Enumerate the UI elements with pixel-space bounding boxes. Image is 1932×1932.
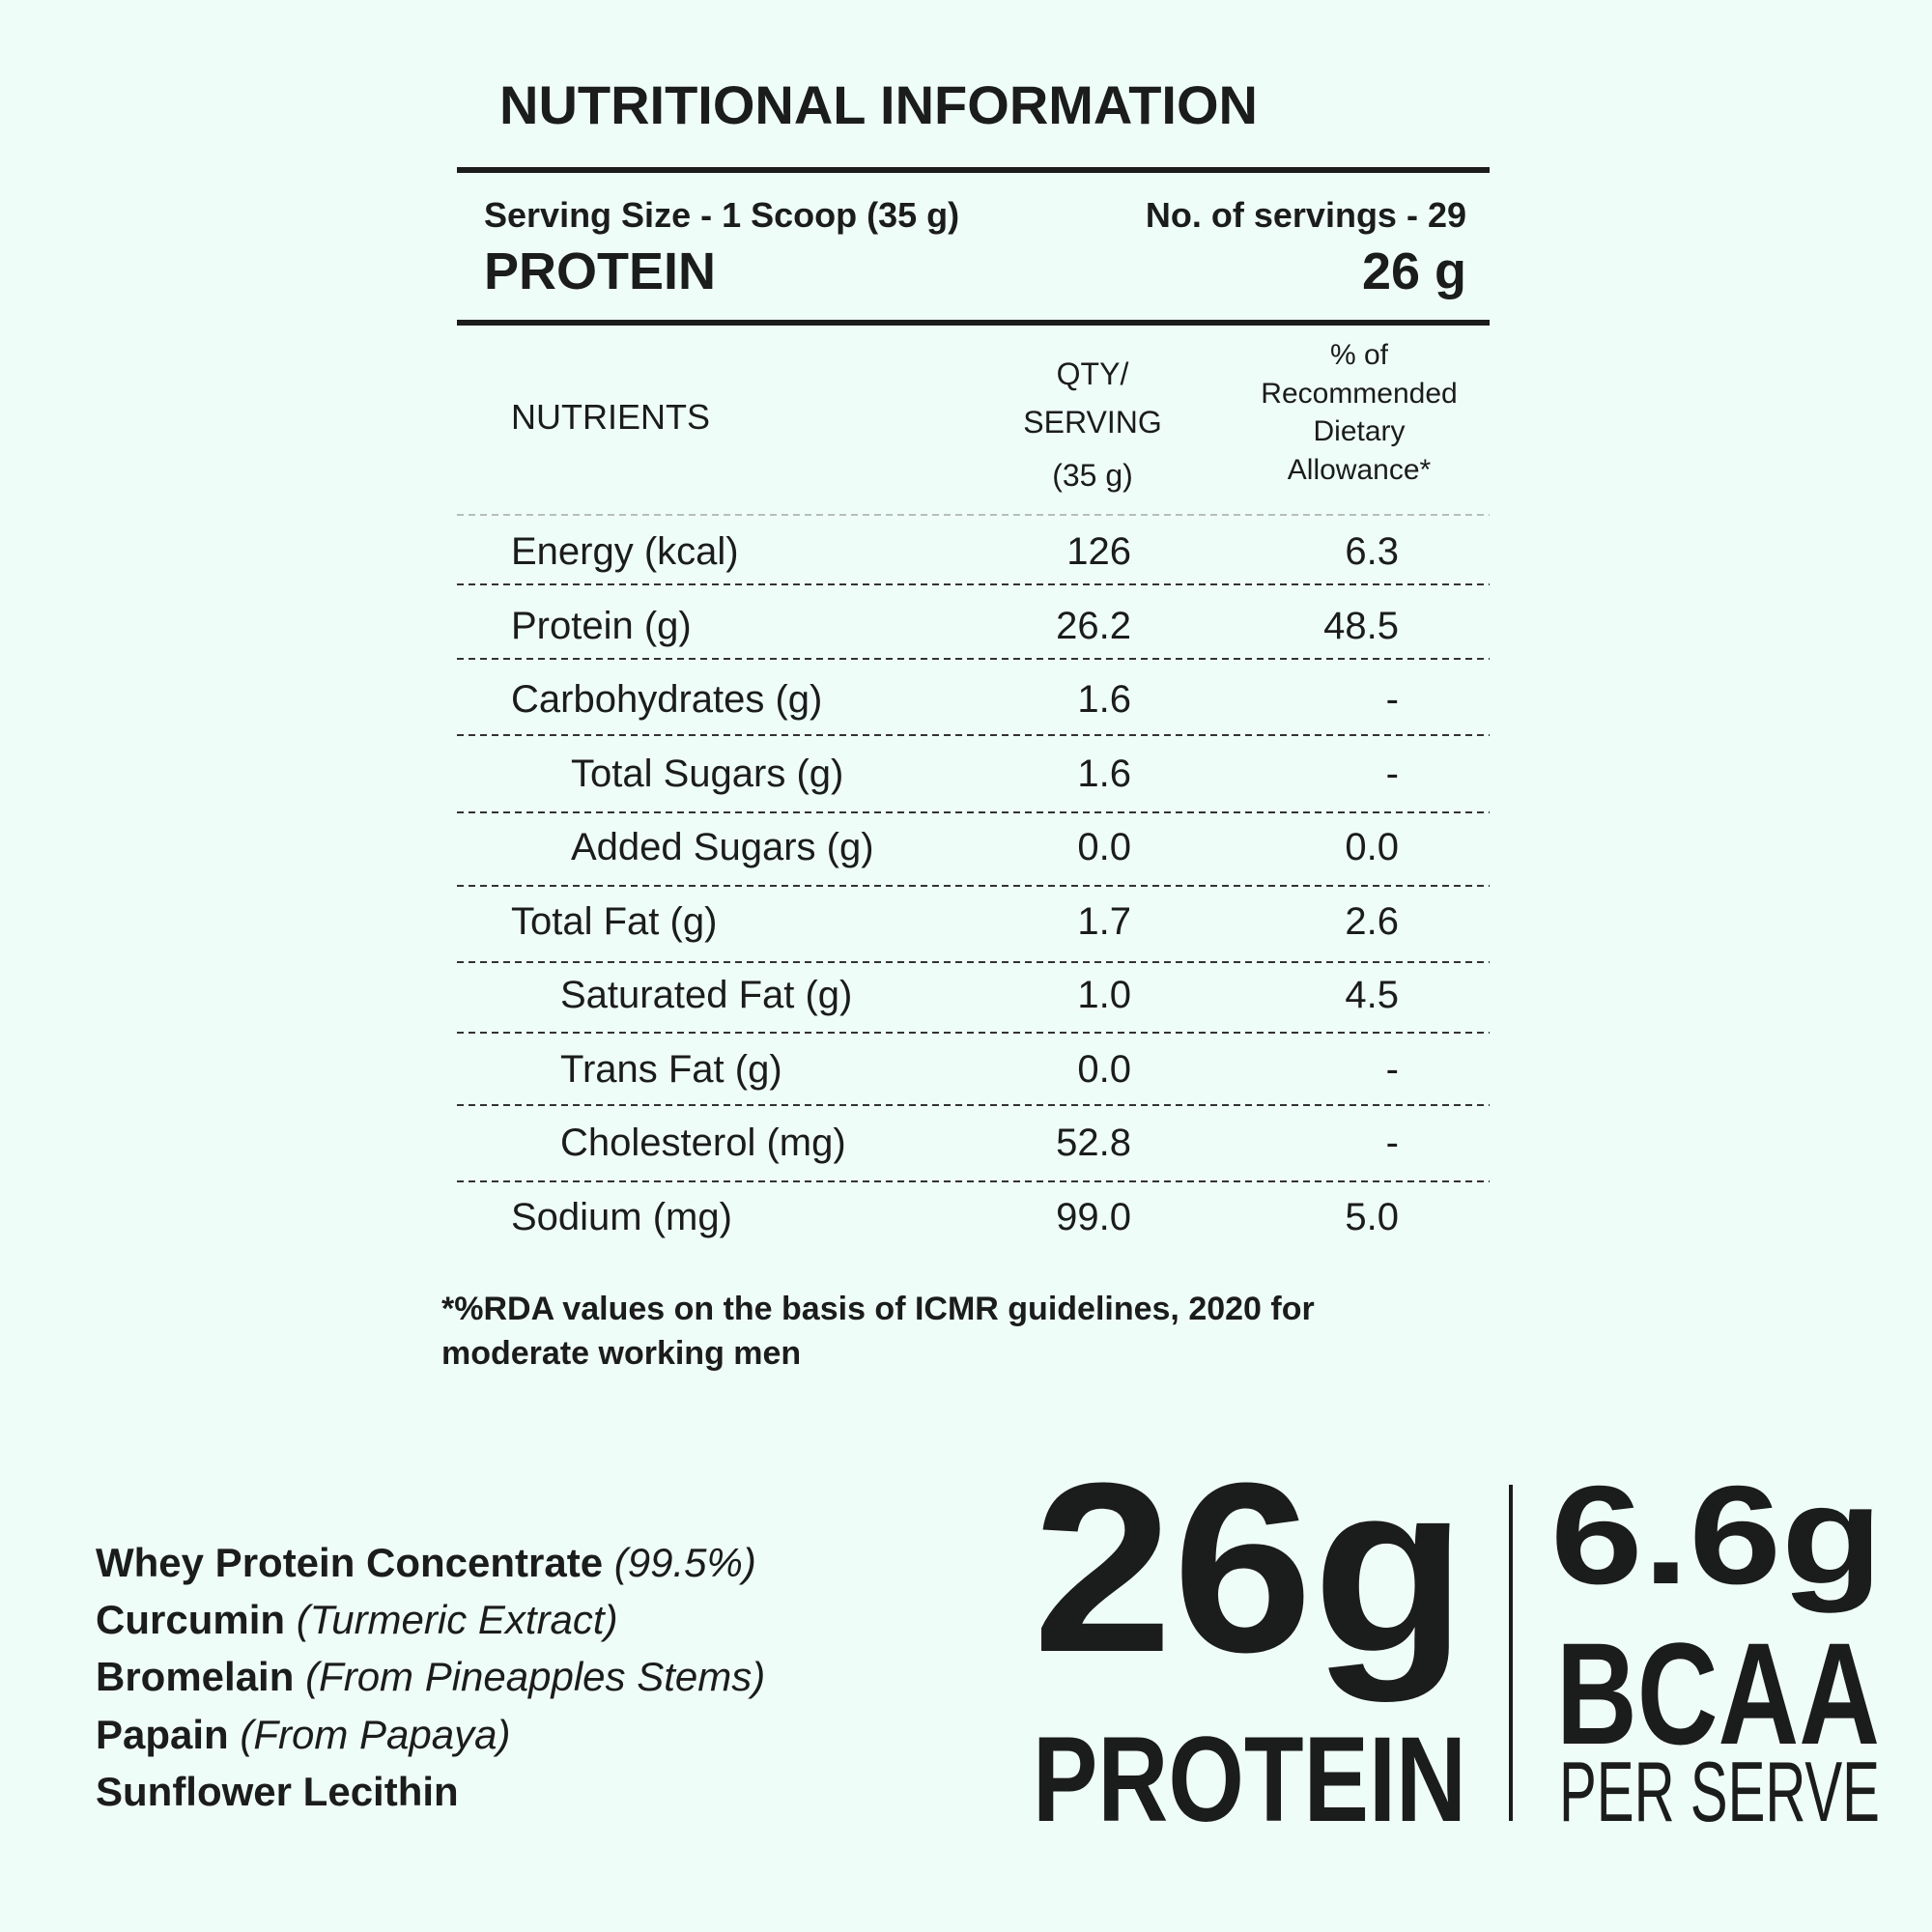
- rda: 5.0: [1345, 1196, 1399, 1238]
- rda: 4.5: [1345, 974, 1399, 1016]
- nutrient: Energy (kcal): [511, 530, 739, 573]
- nutrient: Protein (g): [511, 605, 692, 647]
- ingredient-name: Curcumin: [96, 1597, 285, 1642]
- header-rda: Recommended: [1261, 378, 1457, 410]
- qty: 52.8: [1056, 1122, 1131, 1164]
- ingredient: Papain (From Papaya): [96, 1712, 510, 1757]
- rda: 6.3: [1345, 530, 1399, 573]
- servings: No. of servings - 29: [1146, 195, 1466, 235]
- nutrient: Added Sugars (g): [571, 826, 874, 868]
- rda: 2.6: [1345, 900, 1399, 943]
- ingredient-name: Bromelain: [96, 1654, 294, 1699]
- rule: [457, 167, 1490, 173]
- qty: 0.0: [1077, 1048, 1131, 1091]
- ingredient: Curcumin (Turmeric Extract): [96, 1597, 618, 1642]
- qty: 99.0: [1056, 1196, 1131, 1238]
- dividers: [457, 514, 1490, 1182]
- protein-label: PROTEIN: [484, 242, 716, 300]
- rda: -: [1386, 1048, 1399, 1091]
- qty: 0.0: [1077, 826, 1131, 868]
- rda: -: [1386, 1122, 1399, 1164]
- per-serve: PER SERVE: [1559, 1744, 1880, 1839]
- qty: 26.2: [1056, 605, 1131, 647]
- ingredient-note: (Turmeric Extract): [297, 1597, 618, 1642]
- rda: 0.0: [1345, 826, 1399, 868]
- nutrient: Cholesterol (mg): [560, 1122, 846, 1164]
- ingredient-note: (From Papaya): [240, 1712, 510, 1757]
- header-qty: (35 g): [1052, 458, 1133, 493]
- ingredients: Whey Protein Concentrate (99.5%) Curcumi…: [96, 1540, 765, 1814]
- nutrient: Trans Fat (g): [560, 1048, 782, 1091]
- ingredient-note: (From Pineapples Stems): [305, 1654, 765, 1699]
- ingredient: Whey Protein Concentrate (99.5%): [96, 1540, 756, 1585]
- qty: 1.0: [1077, 974, 1131, 1016]
- header-qty: QTY/: [1057, 356, 1129, 391]
- bcaa-label: BCAA: [1556, 1612, 1880, 1775]
- nutrient: Total Sugars (g): [571, 753, 843, 795]
- header-rda: Dietary: [1313, 415, 1405, 447]
- qty: 126: [1066, 530, 1131, 573]
- header-rda: Allowance*: [1288, 454, 1432, 486]
- serving-size: Serving Size - 1 Scoop (35 g): [484, 195, 959, 235]
- rda: -: [1386, 678, 1399, 721]
- header-qty: SERVING: [1023, 405, 1161, 440]
- header-rda: % of: [1330, 339, 1389, 371]
- ingredient-name: Whey Protein Concentrate: [96, 1540, 603, 1585]
- rda: -: [1386, 753, 1399, 795]
- title: NUTRITIONAL INFORMATION: [499, 74, 1258, 135]
- footnote: *%RDA values on the basis of ICMR guidel…: [441, 1291, 1315, 1327]
- rda: 48.5: [1323, 605, 1399, 647]
- nutrient: Sodium (mg): [511, 1196, 732, 1238]
- nutrient: Carbohydrates (g): [511, 678, 822, 721]
- nutrient: Saturated Fat (g): [560, 974, 852, 1016]
- protein-big-label: PROTEIN: [1033, 1713, 1466, 1847]
- ingredient-name: Sunflower Lecithin: [96, 1769, 459, 1814]
- ingredient: Bromelain (From Pineapples Stems): [96, 1654, 765, 1699]
- qty: 1.6: [1077, 678, 1131, 721]
- footnote: moderate working men: [441, 1335, 801, 1372]
- ingredient: Sunflower Lecithin: [96, 1769, 459, 1814]
- table-rows: Energy (kcal) 126 6.3 Protein (g) 26.2 4…: [511, 530, 1399, 1238]
- bcaa-amount: 6.6g: [1550, 1457, 1883, 1613]
- separator: [1509, 1485, 1513, 1821]
- rule: [457, 320, 1490, 326]
- ingredient-name: Papain: [96, 1712, 229, 1757]
- protein-value: 26 g: [1362, 242, 1466, 300]
- qty: 1.6: [1077, 753, 1131, 795]
- header-nutrients: NUTRIENTS: [511, 397, 710, 437]
- nutrient: Total Fat (g): [511, 900, 717, 943]
- ingredient-note: (99.5%): [614, 1540, 756, 1585]
- qty: 1.7: [1077, 900, 1131, 943]
- protein-amount: 26g: [1033, 1433, 1466, 1702]
